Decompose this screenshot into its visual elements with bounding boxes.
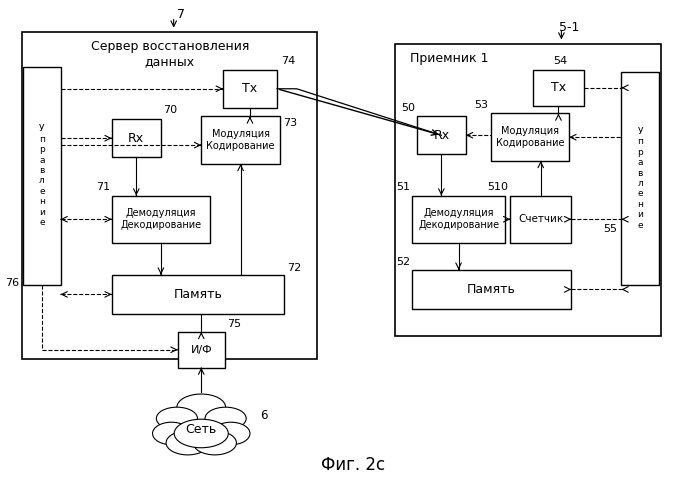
Text: 510: 510 xyxy=(487,182,508,192)
Text: 55: 55 xyxy=(603,224,617,234)
Text: 50: 50 xyxy=(401,103,415,112)
Bar xyxy=(412,270,571,309)
Bar xyxy=(178,332,225,367)
Bar xyxy=(510,196,571,243)
Bar xyxy=(491,113,569,161)
Bar xyxy=(395,45,661,336)
Bar xyxy=(621,72,659,285)
Ellipse shape xyxy=(205,407,246,430)
Text: 72: 72 xyxy=(287,263,301,272)
Text: Сеть: Сеть xyxy=(186,424,217,436)
Text: 76: 76 xyxy=(5,277,19,287)
Text: 75: 75 xyxy=(227,319,241,329)
Ellipse shape xyxy=(193,431,236,455)
Text: И/Ф: И/Ф xyxy=(190,345,212,355)
Text: 74: 74 xyxy=(281,56,295,66)
Bar xyxy=(23,67,61,285)
Text: 70: 70 xyxy=(163,106,177,116)
Text: Приемник 1: Приемник 1 xyxy=(410,52,489,65)
Text: Rx: Rx xyxy=(433,129,449,142)
Bar xyxy=(412,196,505,243)
Text: Сервер восстановления
данных: Сервер восстановления данных xyxy=(91,40,249,68)
Text: 53: 53 xyxy=(475,100,489,109)
Text: У
п
р
а
в
л
е
н
и
е: У п р а в л е н и е xyxy=(39,124,45,227)
Text: Модуляция
Кодирование: Модуляция Кодирование xyxy=(496,126,564,148)
Text: Память: Память xyxy=(467,283,516,296)
Text: 52: 52 xyxy=(396,257,410,267)
Bar xyxy=(223,70,277,107)
Bar xyxy=(22,32,317,359)
Text: Счетчик: Счетчик xyxy=(518,214,563,224)
Text: Демодуляция
Декодирование: Демодуляция Декодирование xyxy=(120,209,201,230)
Ellipse shape xyxy=(157,407,197,430)
Bar xyxy=(112,196,210,243)
Text: 6: 6 xyxy=(261,409,268,423)
Text: Tx: Tx xyxy=(243,82,257,95)
Bar xyxy=(112,274,284,314)
Text: У
п
р
а
в
л
е
н
и
е: У п р а в л е н и е xyxy=(637,127,643,229)
Ellipse shape xyxy=(152,422,190,445)
Text: 51: 51 xyxy=(396,182,410,192)
Bar xyxy=(417,117,466,154)
Ellipse shape xyxy=(174,419,229,448)
Ellipse shape xyxy=(166,431,210,455)
Text: 5-1: 5-1 xyxy=(559,21,579,34)
Text: 54: 54 xyxy=(554,56,568,66)
Text: Демодуляция
Декодирование: Демодуляция Декодирование xyxy=(418,209,499,230)
Text: 71: 71 xyxy=(96,182,110,192)
Ellipse shape xyxy=(177,394,226,420)
Text: Модуляция
Кодирование: Модуляция Кодирование xyxy=(206,129,275,151)
Text: Память: Память xyxy=(173,288,222,301)
Text: 7: 7 xyxy=(177,8,185,21)
Bar xyxy=(201,117,280,164)
Text: Фиг. 2с: Фиг. 2с xyxy=(321,456,385,474)
Bar xyxy=(533,70,584,106)
Text: Rx: Rx xyxy=(128,132,145,145)
Bar xyxy=(112,120,161,157)
Text: 73: 73 xyxy=(283,119,297,128)
Text: Tx: Tx xyxy=(551,81,566,94)
Ellipse shape xyxy=(212,422,250,445)
